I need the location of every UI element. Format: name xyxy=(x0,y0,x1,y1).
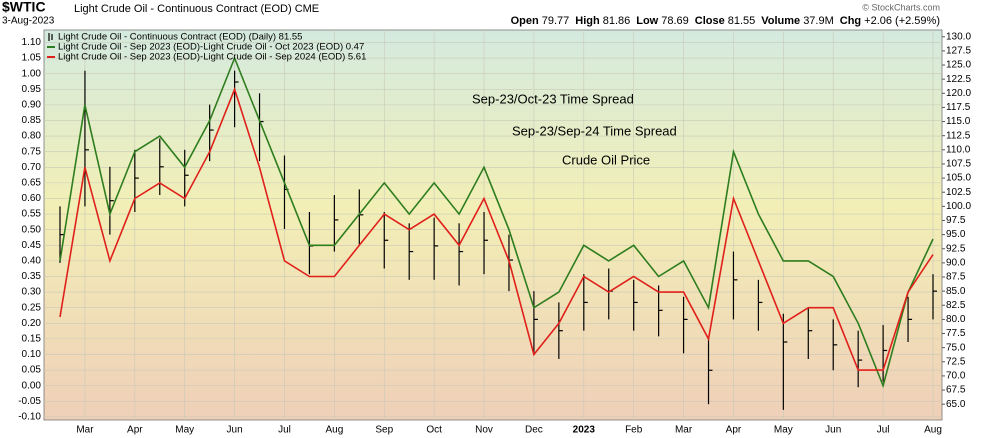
y-tick-label: 0.65 xyxy=(22,178,42,189)
y-tick-label: 0.55 xyxy=(22,209,42,220)
y2-tick-label: 77.5 xyxy=(946,328,966,339)
quote-value: 79.77 xyxy=(542,15,570,27)
x-tick-label: Apr xyxy=(127,425,143,436)
y2-tick-label: 100.0 xyxy=(946,201,971,212)
plot-area xyxy=(43,29,943,421)
x-tick-label: Jul xyxy=(877,425,890,436)
quote-value: +2.06 (+2.59%) xyxy=(864,15,940,27)
x-tick-label: Feb xyxy=(625,425,643,436)
y2-tick-label: 72.5 xyxy=(946,356,966,367)
y2-tick-label: 67.5 xyxy=(946,385,966,396)
y2-tick-label: 85.0 xyxy=(946,286,966,297)
y2-tick-label: 90.0 xyxy=(946,258,966,269)
annotation: Sep-23/Oct-23 Time Spread xyxy=(472,91,634,106)
y-tick-label: -0.05 xyxy=(18,396,41,407)
x-tick-label: Sep xyxy=(375,425,393,436)
y-tick-label: 0.45 xyxy=(22,240,42,251)
y2-tick-label: 117.5 xyxy=(946,102,971,113)
y2-tick-label: 82.5 xyxy=(946,300,966,311)
y-tick-label: 0.35 xyxy=(22,271,42,282)
quote-value: 78.69 xyxy=(661,15,689,27)
y2-tick-label: 125.0 xyxy=(946,60,971,71)
date: 3-Aug-2023 xyxy=(2,16,55,27)
quote-label: Chg xyxy=(840,15,861,27)
spread-line xyxy=(59,55,934,389)
quote-label: Volume xyxy=(761,15,800,27)
instrument-name: Light Crude Oil - Continuous Contract (E… xyxy=(74,3,319,15)
y-tick-label: 0.50 xyxy=(22,224,42,235)
x-tick-label: Mar xyxy=(76,425,94,436)
y-tick-label: 1.05 xyxy=(22,53,42,64)
quote-value: 81.86 xyxy=(603,15,631,27)
y-tick-label: 1.10 xyxy=(22,37,42,48)
y2-tick-label: 122.5 xyxy=(946,74,971,85)
x-tick-label: Aug xyxy=(924,425,942,436)
y2-tick-label: 65.0 xyxy=(946,399,966,410)
watermark: © StockCharts.com xyxy=(862,2,940,12)
quote: Open 79.77 High 81.86 Low 78.69 Close 81.55 Volu… xyxy=(511,15,940,27)
y-tick-label: 0.75 xyxy=(22,146,42,157)
y-tick-label: -0.10 xyxy=(18,412,41,423)
x-tick-label: Dec xyxy=(525,425,543,436)
y-tick-label: 0.60 xyxy=(22,193,42,204)
x-tick-label: 2023 xyxy=(573,425,596,436)
x-tick-label: Oct xyxy=(426,425,442,436)
x-tick-label: Nov xyxy=(475,425,493,436)
quote-value: 81.55 xyxy=(728,15,756,27)
quote-label: High xyxy=(575,15,600,27)
spread-line xyxy=(59,86,934,371)
y-tick-label: 0.25 xyxy=(22,302,42,313)
y2-tick-label: 130.0 xyxy=(946,31,971,42)
y-tick-label: 1.00 xyxy=(22,68,42,79)
y-tick-label: 0.40 xyxy=(22,256,42,267)
quote-label: Close xyxy=(695,15,725,27)
x-tick-label: Apr xyxy=(726,425,742,436)
y2-tick-label: 120.0 xyxy=(946,88,971,99)
y2-tick-label: 95.0 xyxy=(946,229,966,240)
y-tick-label: 0.80 xyxy=(22,131,42,142)
x-tick-label: Jun xyxy=(825,425,841,436)
y-tick-label: 0.85 xyxy=(22,115,42,126)
quote-value: 37.9M xyxy=(803,15,834,27)
legend-icon xyxy=(48,33,53,41)
y-tick-label: 0.00 xyxy=(22,380,42,391)
y2-tick-label: 127.5 xyxy=(946,46,971,57)
y-tick-label: 0.30 xyxy=(22,287,42,298)
x-tick-label: Mar xyxy=(675,425,693,436)
y-tick-label: 0.10 xyxy=(22,349,42,360)
y2-tick-label: 70.0 xyxy=(946,371,966,382)
y2-tick-label: 75.0 xyxy=(946,342,966,353)
x-tick-label: Jun xyxy=(227,425,243,436)
annotation: Sep-23/Sep-24 Time Spread xyxy=(512,123,677,138)
y-tick-label: 0.95 xyxy=(22,84,42,95)
annotation: Crude Oil Price xyxy=(562,152,650,167)
y-tick-label: 0.20 xyxy=(22,318,42,329)
y2-tick-label: 87.5 xyxy=(946,272,966,283)
y2-tick-label: 92.5 xyxy=(946,243,966,254)
y-tick-label: 0.90 xyxy=(22,100,42,111)
x-tick-label: Jul xyxy=(278,425,291,436)
x-tick-label: May xyxy=(175,425,194,436)
y-tick-label: 0.70 xyxy=(22,162,42,173)
y2-tick-label: 107.5 xyxy=(946,159,971,170)
y2-tick-label: 115.0 xyxy=(946,116,971,127)
y-tick-label: 0.15 xyxy=(22,334,42,345)
y2-tick-label: 80.0 xyxy=(946,314,966,325)
y2-tick-label: 110.0 xyxy=(946,144,971,155)
x-tick-label: Aug xyxy=(325,425,343,436)
y2-tick-label: 97.5 xyxy=(946,215,966,226)
y2-tick-label: 112.5 xyxy=(946,130,971,141)
y2-tick-label: 102.5 xyxy=(946,187,971,198)
legend-label: Light Crude Oil - Continuous Contract (E… xyxy=(58,32,302,43)
y-tick-label: 0.05 xyxy=(22,365,42,376)
y2-tick-label: 105.0 xyxy=(946,173,971,184)
legend-label: Light Crude Oil - Sep 2023 (EOD)-Light C… xyxy=(58,52,366,63)
quote-label: Low xyxy=(636,15,658,27)
symbol: $WTIC xyxy=(2,0,46,15)
legend-label: Light Crude Oil - Sep 2023 (EOD)-Light C… xyxy=(58,42,364,53)
quote-label: Open xyxy=(511,15,539,27)
x-tick-label: May xyxy=(774,425,793,436)
